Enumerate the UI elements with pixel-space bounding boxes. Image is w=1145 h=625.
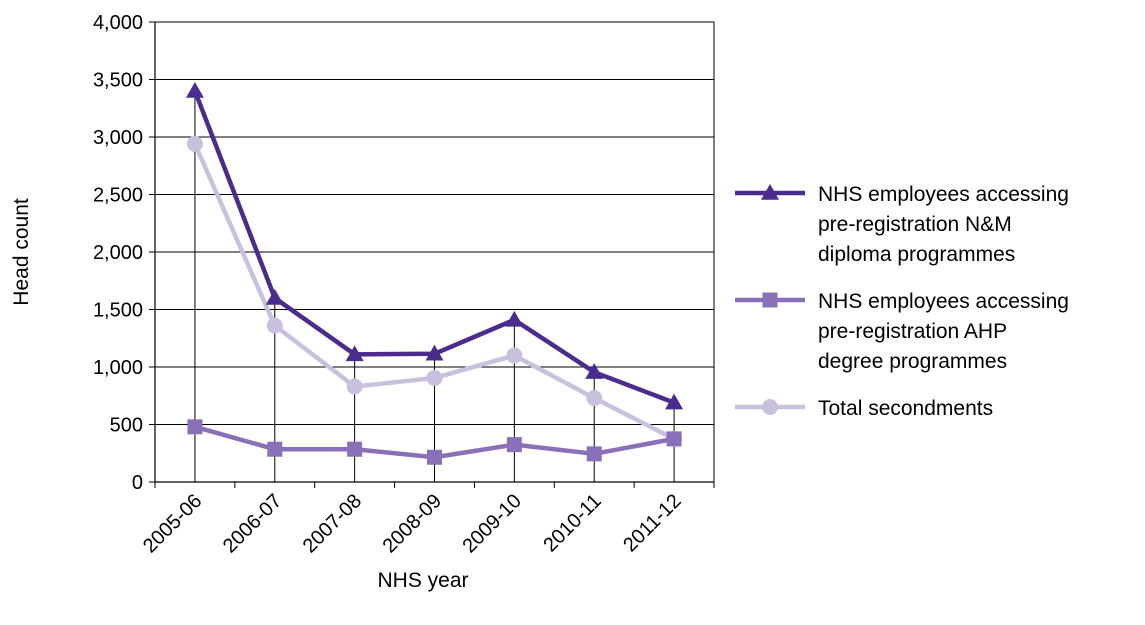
data-point-triangle — [185, 82, 204, 98]
y-tick-label: 3,000 — [93, 127, 143, 149]
y-tick-label: 3,500 — [93, 70, 143, 92]
x-tick-label: 2005-06 — [139, 490, 206, 557]
data-point-circle — [266, 317, 283, 334]
data-point-triangle — [585, 363, 604, 379]
y-axis-title: Head count — [10, 198, 33, 306]
series — [185, 82, 684, 465]
axes — [154, 22, 715, 488]
data-point-triangle — [345, 345, 364, 362]
x-axis-title: NHS year — [377, 569, 468, 592]
x-tick-label: 2011-12 — [619, 490, 685, 556]
legend-label: Total secondments — [818, 397, 993, 420]
legend-label: NHS employees accessing — [818, 290, 1069, 313]
data-point-square — [267, 441, 283, 457]
legend: NHS employees accessing pre-registration … — [735, 183, 1069, 420]
data-point-circle — [506, 347, 523, 364]
data-point-square — [347, 441, 363, 457]
legend-swatch-marker — [761, 184, 779, 200]
data-point-triangle — [665, 393, 684, 410]
data-point-square — [427, 449, 442, 465]
y-tick-label: 500 — [110, 415, 143, 437]
data-point-triangle — [265, 289, 284, 305]
gridlines — [149, 21, 714, 483]
y-tick-label: 1,500 — [93, 300, 143, 322]
x-tick-label: 2008-09 — [379, 490, 446, 557]
x-tick-labels: 2005-06 2006-07 2007-08 2008-09 2009-10 2010-… — [139, 490, 686, 557]
data-point-square — [187, 419, 203, 435]
x-tick-label: 2009-10 — [458, 490, 525, 557]
legend-swatch-marker — [762, 292, 778, 308]
legend-label: degree programmes — [818, 350, 1007, 373]
data-point-circle — [186, 135, 203, 152]
legend-label: pre-registration AHP — [818, 320, 1007, 343]
y-tick-label: 4,000 — [93, 12, 143, 34]
data-point-circle — [346, 378, 363, 395]
legend-swatch-marker — [762, 399, 778, 415]
data-point-triangle — [505, 310, 524, 327]
legend-label: NHS employees accessing — [818, 183, 1069, 206]
data-point-square — [666, 431, 682, 447]
data-point-square — [506, 437, 522, 453]
data-point-triangle — [425, 344, 444, 361]
data-point-circle — [426, 369, 443, 386]
y-tick-label: 2,000 — [93, 242, 143, 264]
legend-label: diploma programmes — [818, 243, 1015, 266]
x-tick-label: 2010-11 — [539, 490, 605, 556]
x-tick-label: 2006-07 — [219, 490, 286, 557]
y-tick-labels: 0 500 1,000 1,500 2,000 2,500 3,000 3,500 4,000 — [93, 12, 143, 494]
legend-label: pre-registration N&M — [818, 213, 1012, 236]
x-tick-label: 2007-08 — [299, 490, 366, 557]
y-tick-label: 0 — [132, 472, 143, 494]
y-tick-label: 1,000 — [93, 357, 143, 379]
y-tick-label: 2,500 — [93, 185, 143, 207]
data-point-circle — [586, 390, 603, 407]
data-point-square — [586, 446, 602, 462]
